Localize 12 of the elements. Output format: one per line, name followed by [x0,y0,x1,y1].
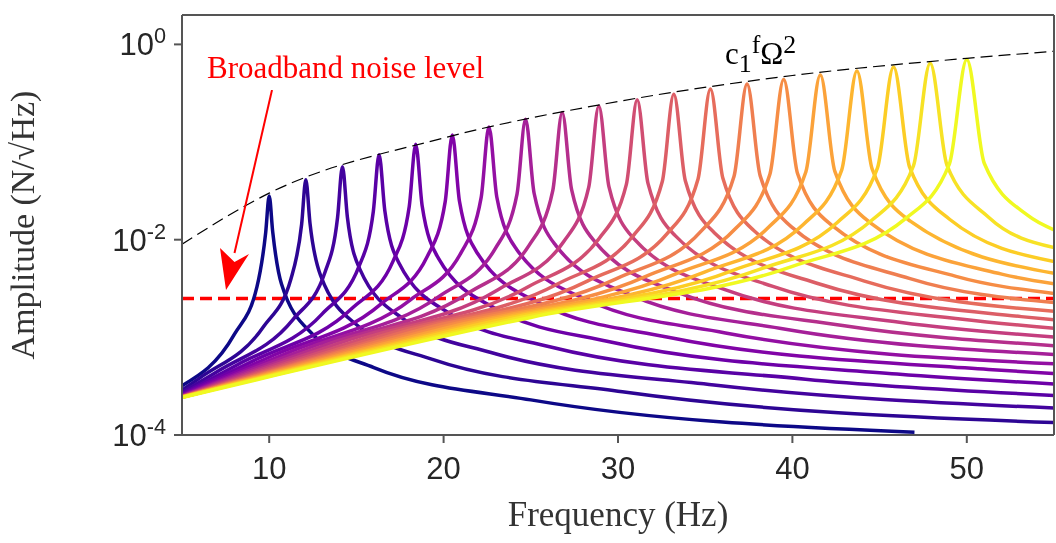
series-label: c$_{1}$$^{f}$Ω$^{2}$ [725,30,797,79]
x-tick-label: 30 [600,451,636,487]
x-tick-label: 20 [426,451,461,487]
ref-line-label: Broadband noise level [207,50,485,86]
y-tick-label: 10$^{-2}$ [112,218,166,258]
x-axis-title: Frequency (Hz) [507,495,729,534]
x-tick-label: 50 [949,451,985,487]
x-tick-label: 10 [251,451,287,487]
line-series [182,194,917,434]
y-tick-label: 10$^{0}$ [119,22,166,63]
x-tick-label: 40 [775,451,810,487]
y-tick-label: 10$^{-4}$ [112,413,166,453]
